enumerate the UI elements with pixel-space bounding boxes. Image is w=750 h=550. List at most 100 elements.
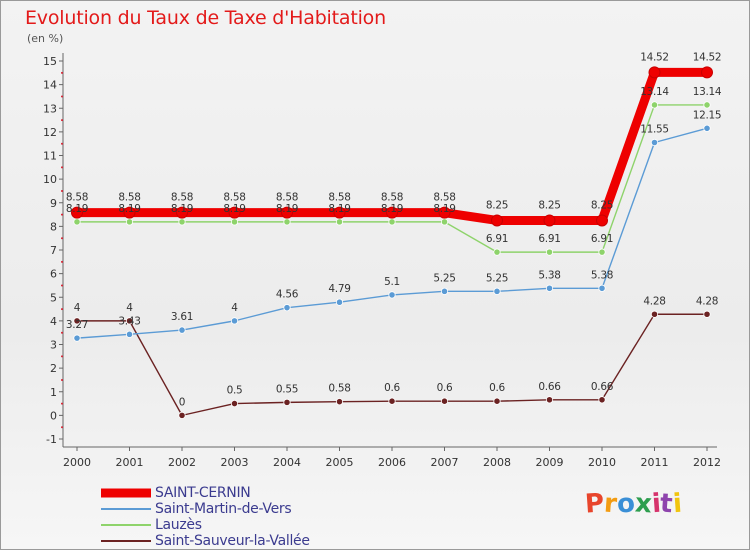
- data-label: 5.38: [538, 269, 560, 281]
- x-tick-label: 2007: [431, 456, 459, 469]
- x-tick-label: 2001: [116, 456, 144, 469]
- y-minor-dot: [61, 166, 63, 169]
- y-tick-label: 8: [50, 220, 57, 233]
- y-tick-label: 7: [50, 244, 57, 257]
- data-point: [125, 218, 134, 226]
- data-label: 0.58: [328, 383, 350, 395]
- data-point: [701, 66, 713, 79]
- data-point: [650, 310, 659, 318]
- chart-title: Evolution du Taux de Taxe d'Habitation: [25, 7, 386, 29]
- data-point: [178, 326, 186, 334]
- data-point: [125, 330, 134, 338]
- data-point: [388, 218, 396, 226]
- y-minor-dot: [61, 378, 63, 381]
- y-tick-label: 14: [43, 79, 57, 92]
- x-tick-label: 2004: [273, 456, 301, 469]
- legend-swatch: [101, 488, 151, 498]
- data-label: 4: [126, 302, 133, 314]
- x-tick-label: 2006: [378, 456, 406, 469]
- y-tick-label: 5: [50, 291, 57, 304]
- data-point: [703, 124, 711, 132]
- data-point: [125, 317, 134, 325]
- data-point: [230, 218, 239, 226]
- data-point: [283, 218, 291, 226]
- data-label: 4: [231, 302, 238, 314]
- data-point: [178, 218, 186, 226]
- data-label: 13.14: [693, 86, 722, 98]
- data-point: [596, 214, 608, 227]
- data-point: [281, 206, 293, 219]
- data-point: [545, 284, 554, 292]
- data-label: 14.52: [640, 51, 669, 63]
- brand-logo: Proxiti: [583, 488, 683, 520]
- legend-label: Saint-Sauveur-la-Vallée: [155, 533, 310, 549]
- data-point: [388, 291, 396, 299]
- data-label: 5.25: [433, 272, 455, 284]
- data-label: 4.28: [643, 295, 665, 307]
- y-minor-dot: [61, 308, 63, 311]
- legend-swatch: [101, 540, 151, 542]
- y-tick-label: 4: [50, 315, 57, 328]
- y-tick-label: 13: [43, 102, 57, 115]
- data-point: [543, 214, 556, 227]
- data-label: 4: [74, 302, 81, 314]
- data-point: [178, 411, 186, 419]
- data-label: 8.19: [171, 203, 193, 215]
- legend-label: SAINT-CERNIN: [155, 485, 251, 501]
- data-label: 0.5: [227, 385, 243, 397]
- y-tick-label: 1: [50, 386, 57, 399]
- data-label: 0.55: [276, 383, 298, 395]
- data-point: [650, 138, 659, 147]
- data-point: [176, 206, 188, 219]
- data-point: [386, 206, 398, 219]
- x-tick-label: 2002: [168, 456, 196, 469]
- legend-swatch: [101, 508, 151, 510]
- data-point: [283, 304, 291, 312]
- data-label: 3.27: [66, 319, 88, 331]
- data-point: [598, 396, 606, 404]
- data-label: 8.25: [486, 199, 508, 211]
- data-label: 6.91: [486, 233, 508, 245]
- data-point: [491, 214, 503, 227]
- data-label: 13.14: [640, 86, 669, 98]
- x-tick-label: 2011: [641, 456, 669, 469]
- data-point: [493, 248, 501, 256]
- y-minor-dot: [61, 71, 63, 74]
- chart-subtitle: (en %): [27, 32, 64, 45]
- data-label: 0.66: [538, 381, 561, 393]
- data-label: 3.61: [171, 311, 193, 323]
- y-minor-dot: [61, 426, 63, 429]
- data-label: 4.79: [328, 283, 350, 295]
- legend-label: Lauzès: [155, 517, 202, 533]
- y-tick-label: 9: [50, 197, 57, 210]
- data-point: [71, 206, 83, 219]
- y-tick-label: 6: [50, 268, 57, 281]
- data-label: 8.58: [66, 192, 88, 204]
- data-point: [388, 397, 396, 405]
- x-tick-label: 2008: [483, 456, 511, 469]
- data-point: [545, 248, 554, 256]
- y-tick-label: 11: [43, 150, 57, 163]
- data-label: 8.19: [328, 203, 350, 215]
- data-point: [440, 397, 449, 405]
- data-label: 8.58: [118, 192, 140, 204]
- data-label: 0.6: [437, 382, 453, 394]
- y-tick-label: 3: [50, 339, 57, 352]
- data-point: [333, 206, 346, 219]
- y-minor-dot: [61, 260, 63, 263]
- data-point: [440, 218, 449, 226]
- data-point: [230, 317, 239, 325]
- y-minor-dot: [61, 237, 63, 240]
- data-label: 8.58: [171, 192, 193, 204]
- data-label: 14.52: [693, 51, 722, 63]
- data-point: [73, 218, 81, 226]
- data-label: 5.38: [591, 269, 613, 281]
- data-label: 4.56: [276, 289, 299, 301]
- y-tick-label: 0: [50, 409, 57, 422]
- data-point: [598, 284, 606, 292]
- y-minor-dot: [61, 142, 63, 145]
- data-label: 8.58: [223, 192, 245, 204]
- y-tick-label: 10: [43, 173, 57, 186]
